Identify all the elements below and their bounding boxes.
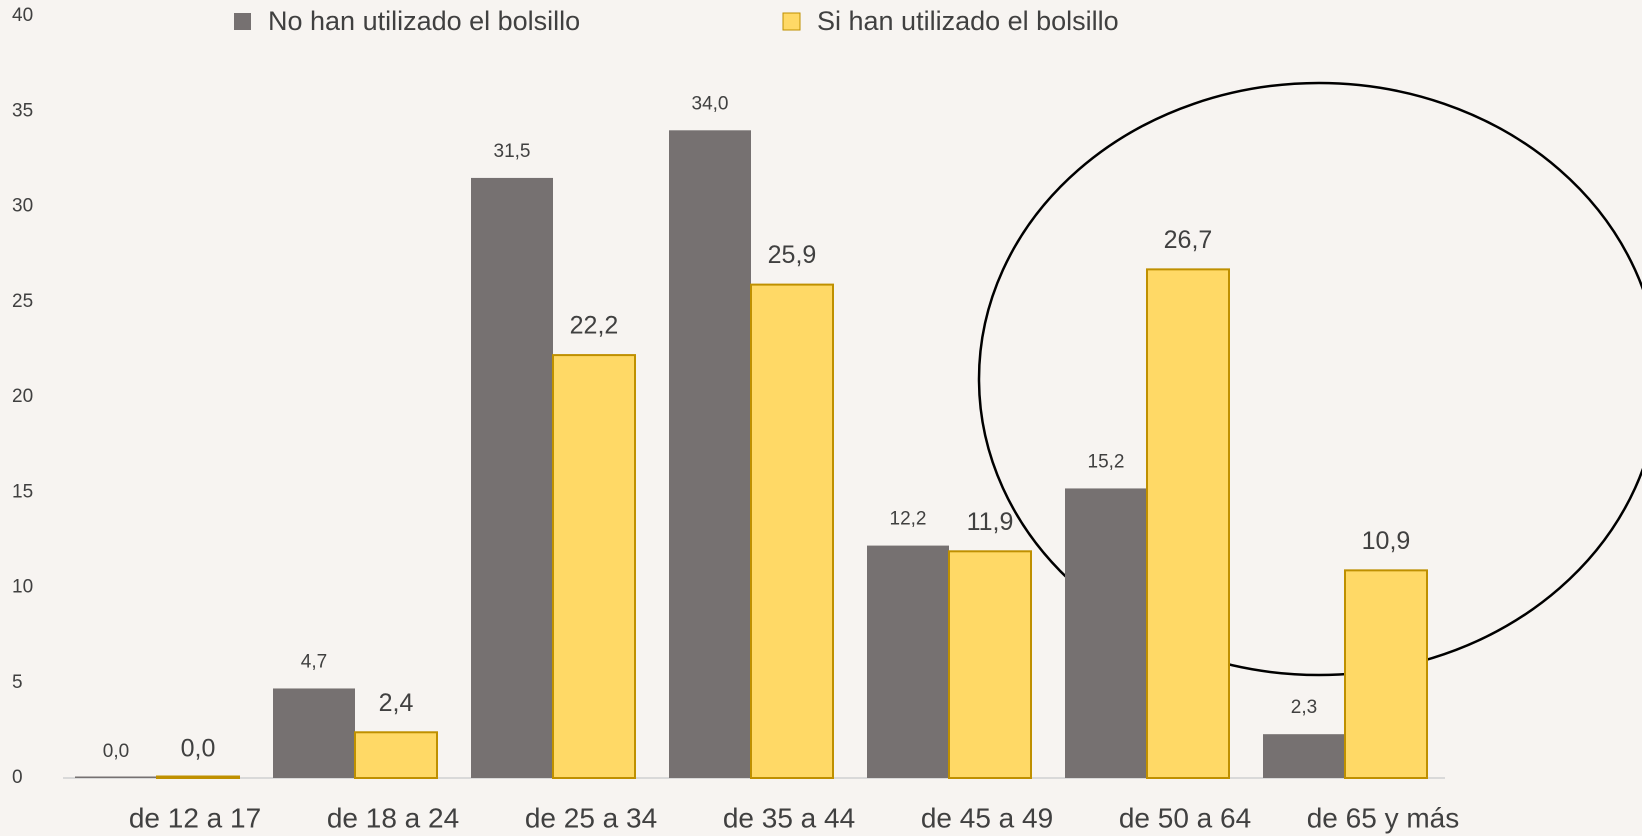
data-label: 0,0 xyxy=(103,741,129,762)
y-tick-label: 30 xyxy=(12,196,33,217)
x-tick-label: de 50 a 64 xyxy=(1119,802,1251,833)
data-label: 0,0 xyxy=(181,735,216,763)
bar xyxy=(1146,268,1230,779)
bar xyxy=(354,731,438,780)
x-tick-label: de 35 a 44 xyxy=(723,802,855,833)
legend-label: Si han utilizado el bolsillo xyxy=(817,6,1119,36)
data-label: 25,9 xyxy=(768,241,817,269)
data-label: 4,7 xyxy=(301,651,327,672)
data-label: 15,2 xyxy=(1088,451,1125,472)
y-tick-label: 20 xyxy=(12,386,33,407)
legend-label: No han utilizado el bolsillo xyxy=(268,6,580,36)
bar xyxy=(273,688,355,778)
bar xyxy=(669,130,751,779)
bar xyxy=(867,545,949,778)
legend-swatch xyxy=(234,13,251,30)
x-tick-label: de 25 a 34 xyxy=(525,802,657,833)
bar xyxy=(156,775,240,779)
data-label: 26,7 xyxy=(1164,226,1213,254)
x-tick-label: de 45 a 49 xyxy=(921,802,1053,833)
bar xyxy=(1065,488,1147,778)
bar xyxy=(1344,569,1428,779)
bar xyxy=(1263,734,1345,778)
bar xyxy=(552,354,636,779)
y-tick-label: 5 xyxy=(12,672,23,693)
data-label: 11,9 xyxy=(967,508,1014,536)
data-label: 10,9 xyxy=(1362,527,1411,555)
data-label: 34,0 xyxy=(692,93,729,114)
y-tick-label: 40 xyxy=(12,5,33,26)
bar xyxy=(750,283,834,779)
x-tick-label: de 65 y más xyxy=(1307,802,1460,833)
y-tick-label: 10 xyxy=(12,577,33,598)
bar xyxy=(948,550,1032,779)
y-tick-label: 0 xyxy=(12,767,23,788)
highlight-ellipse xyxy=(977,81,1642,677)
legend-swatch xyxy=(782,12,801,31)
bar xyxy=(75,776,157,778)
bar xyxy=(471,177,553,779)
data-label: 31,5 xyxy=(494,141,531,162)
data-label: 22,2 xyxy=(570,312,619,340)
x-tick-label: de 18 a 24 xyxy=(327,802,459,833)
y-tick-label: 25 xyxy=(12,291,33,312)
data-label: 2,4 xyxy=(379,689,414,717)
data-label: 12,2 xyxy=(890,509,927,530)
y-tick-label: 35 xyxy=(12,100,33,121)
data-label: 2,3 xyxy=(1291,697,1317,718)
y-tick-label: 15 xyxy=(12,481,33,502)
x-tick-label: de 12 a 17 xyxy=(129,802,261,833)
